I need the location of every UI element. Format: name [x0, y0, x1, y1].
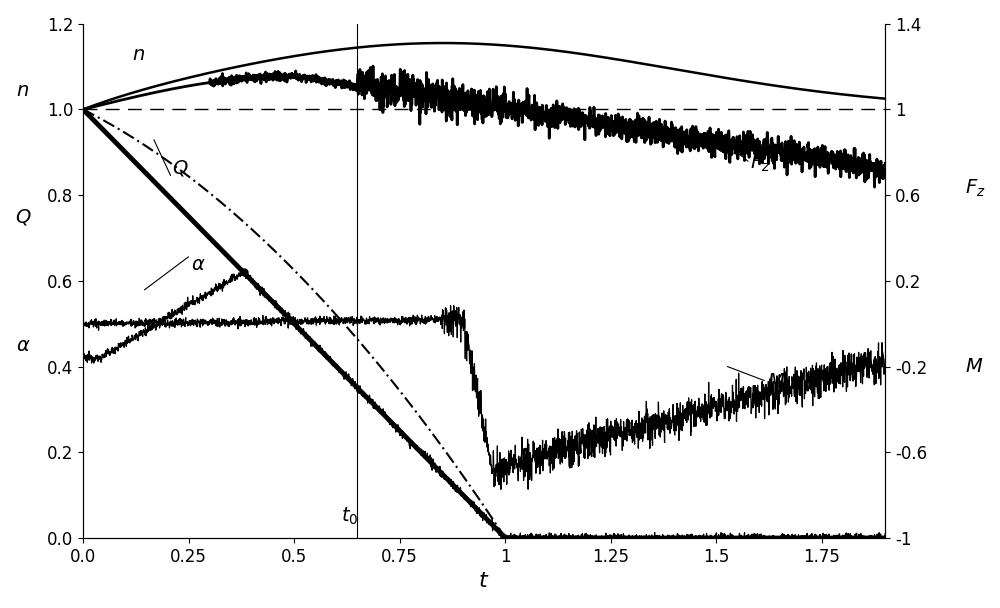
Text: $M$: $M$ [965, 358, 984, 376]
Text: $n$: $n$ [132, 46, 145, 64]
Text: $\alpha$: $\alpha$ [16, 336, 30, 354]
X-axis label: $t$: $t$ [478, 572, 490, 592]
Text: $Q$: $Q$ [15, 207, 31, 227]
Text: $F_z$: $F_z$ [965, 178, 986, 199]
Text: $Q$: $Q$ [172, 158, 188, 178]
Text: $\alpha$: $\alpha$ [191, 255, 205, 274]
Text: $M$: $M$ [767, 372, 785, 391]
Text: $n$: $n$ [16, 81, 29, 100]
Text: $t_0$: $t_0$ [341, 506, 358, 527]
Text: $F_z$: $F_z$ [750, 153, 771, 174]
